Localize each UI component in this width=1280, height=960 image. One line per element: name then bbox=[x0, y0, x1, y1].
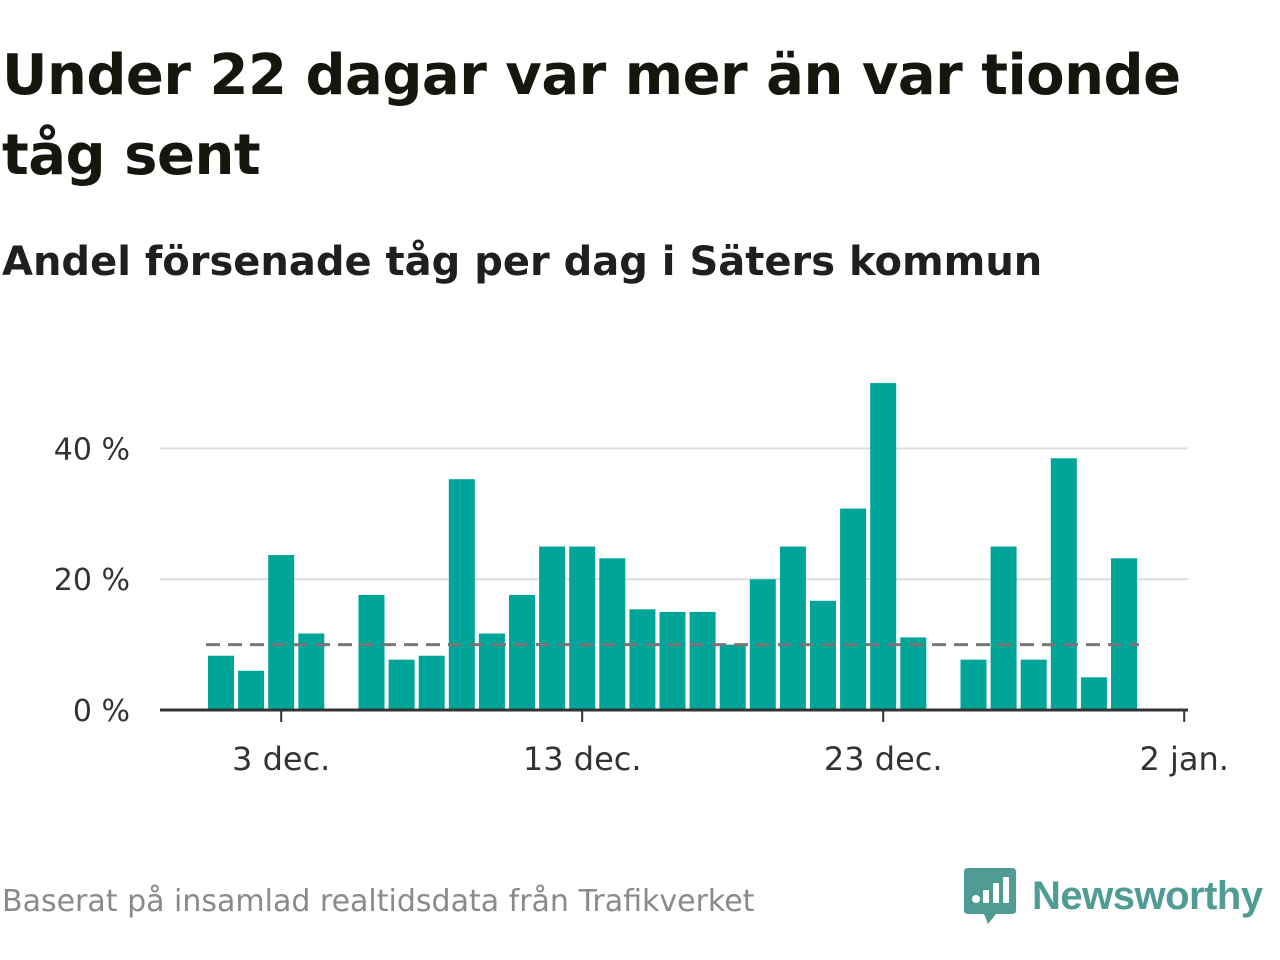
bar bbox=[840, 508, 867, 710]
chart-subtitle: Andel försenade tåg per dag i Säters kom… bbox=[2, 239, 1043, 285]
bar bbox=[599, 558, 626, 710]
bar bbox=[388, 659, 415, 710]
bar bbox=[1050, 458, 1077, 710]
bar bbox=[448, 479, 475, 710]
bar bbox=[659, 611, 686, 710]
x-tick-label: 13 dec. bbox=[523, 740, 642, 778]
bar bbox=[268, 555, 295, 710]
bar bbox=[539, 546, 566, 710]
bar bbox=[900, 637, 927, 710]
bar bbox=[358, 594, 385, 710]
bar bbox=[208, 655, 234, 710]
bar bbox=[960, 659, 987, 710]
bar bbox=[779, 546, 806, 710]
bar bbox=[810, 600, 836, 710]
bar bbox=[629, 609, 656, 710]
bar bbox=[870, 383, 897, 710]
y-tick-label: 20 % bbox=[54, 563, 130, 598]
bar bbox=[1020, 659, 1047, 710]
x-tick-label: 23 dec. bbox=[824, 740, 943, 778]
x-tick-label: 2 jan. bbox=[1139, 740, 1228, 778]
bar bbox=[509, 594, 535, 710]
brand-name: Newsworthy bbox=[1032, 873, 1263, 918]
x-tick-label: 3 dec. bbox=[232, 740, 330, 778]
bar bbox=[238, 670, 265, 710]
bar bbox=[418, 655, 445, 710]
y-tick-label: 0 % bbox=[73, 694, 130, 729]
bar bbox=[298, 633, 325, 710]
bar bbox=[1080, 677, 1107, 710]
bar bbox=[719, 644, 746, 710]
y-tick-label: 40 % bbox=[54, 432, 130, 467]
bar bbox=[569, 546, 596, 710]
bar bbox=[478, 633, 505, 710]
chart-title: Under 22 dagar var mer än var tionde tåg… bbox=[2, 43, 1181, 188]
source-note: Baserat på insamlad realtidsdata från Tr… bbox=[2, 884, 755, 919]
newsworthy-logo-icon bbox=[964, 868, 1016, 924]
bar-chart: 0 % 20 % 40 % 3 dec. 13 dec. 23 dec. 2 jan. bbox=[54, 383, 1229, 778]
bar bbox=[689, 611, 716, 710]
brand-logo: Newsworthy bbox=[962, 864, 1263, 928]
bar bbox=[990, 546, 1017, 710]
bar bbox=[1111, 558, 1137, 710]
